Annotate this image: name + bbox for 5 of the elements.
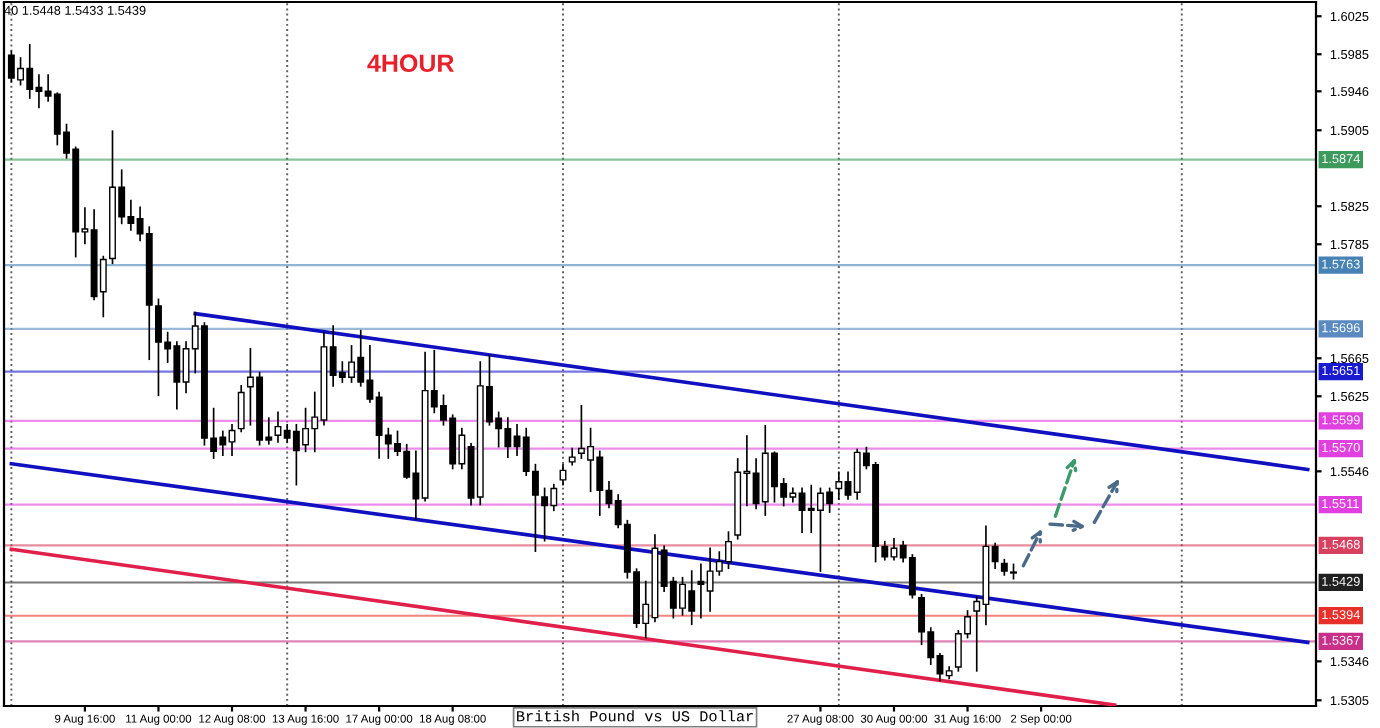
text: 4HOUR <box>367 54 454 73</box>
candlestick <box>835 471 843 500</box>
candlestick <box>559 463 567 486</box>
candlestick <box>237 384 245 433</box>
candlestick <box>541 487 549 542</box>
